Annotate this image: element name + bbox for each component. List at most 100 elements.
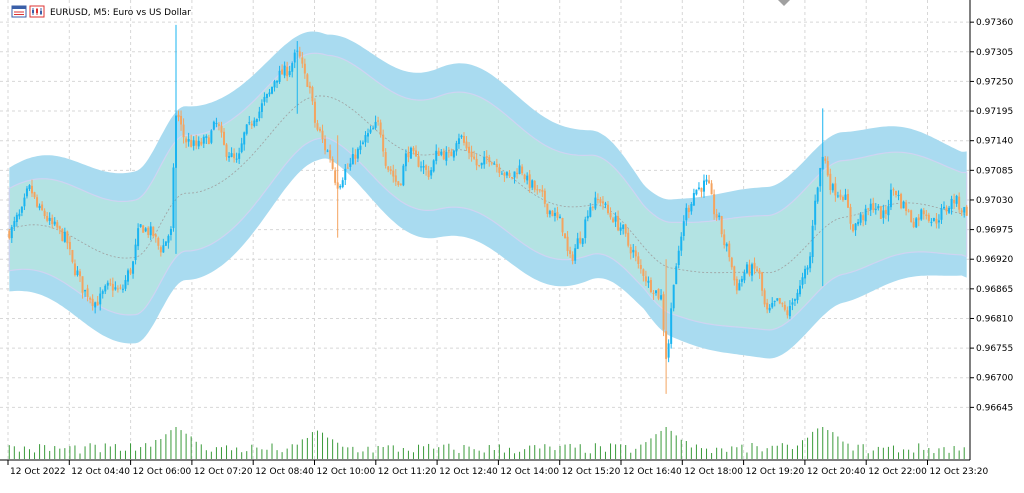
- candle-body: [670, 308, 673, 344]
- candle-body: [644, 276, 647, 282]
- candle-body: [579, 237, 582, 244]
- candle-body: [551, 210, 554, 217]
- candle-body: [478, 164, 481, 166]
- candle-body: [159, 247, 162, 253]
- candle-body: [783, 304, 786, 310]
- price-tick-label: 0.96755: [976, 344, 1013, 354]
- candle-body: [20, 206, 23, 213]
- candle-body: [387, 166, 390, 170]
- candle-body: [672, 284, 675, 309]
- candle-body: [915, 218, 918, 228]
- candle-body: [690, 204, 693, 212]
- candle-body: [76, 270, 79, 276]
- candle-body: [743, 272, 746, 281]
- candle-body: [25, 188, 28, 197]
- candle-body: [79, 271, 81, 277]
- candle-body: [531, 180, 534, 188]
- candle-body: [819, 168, 822, 187]
- candle-body: [283, 65, 286, 76]
- candle-body: [826, 161, 829, 176]
- candle-body: [473, 156, 476, 159]
- candle-body: [528, 174, 531, 189]
- candle-body: [192, 140, 195, 146]
- candle-body: [811, 225, 814, 258]
- candle-body: [149, 226, 152, 236]
- price-tick-label: 0.96975: [976, 226, 1013, 236]
- candle-body: [548, 210, 551, 215]
- candle-body: [703, 180, 705, 192]
- candle-body: [596, 199, 599, 201]
- candle-body: [639, 264, 642, 269]
- candle-body: [346, 167, 349, 169]
- candle-body: [756, 269, 759, 271]
- candle-body: [601, 201, 604, 204]
- candle-body: [776, 298, 779, 301]
- candle-body: [511, 177, 513, 179]
- candle-body: [142, 225, 145, 233]
- time-tick-label: 12 Oct 20:40: [807, 467, 866, 477]
- candle-body: [594, 197, 597, 209]
- candle-body: [460, 135, 463, 138]
- candle-body: [490, 162, 493, 164]
- time-tick-label: 12 Oct 11:20: [378, 467, 437, 477]
- candle-body: [258, 111, 261, 119]
- candle-body: [561, 217, 564, 233]
- candle-body: [553, 212, 556, 216]
- candle-body: [427, 170, 430, 178]
- candle-body: [238, 153, 241, 159]
- candle-body: [498, 167, 501, 173]
- time-tick-label: 12 Oct 10:00: [317, 467, 376, 477]
- candle-body: [121, 288, 124, 290]
- candle-body: [508, 172, 511, 177]
- candle-body: [409, 147, 412, 159]
- candle-body: [89, 297, 92, 300]
- candle-body: [773, 300, 776, 302]
- candle-body: [806, 267, 809, 270]
- candle-body: [101, 291, 104, 294]
- candle-body: [468, 146, 471, 154]
- time-tick-label: 12 Oct 04:40: [71, 467, 130, 477]
- chart-shift-marker: [778, 0, 790, 6]
- candle-body: [245, 124, 248, 134]
- candle-body: [58, 226, 61, 229]
- candle-body: [930, 221, 933, 223]
- candle-body: [349, 163, 352, 167]
- candle-body: [632, 249, 635, 253]
- candle-body: [824, 158, 827, 161]
- candle-body: [321, 130, 324, 140]
- candle-body: [94, 302, 97, 308]
- candle-body: [470, 151, 473, 158]
- candle-body: [296, 50, 299, 52]
- candle-body: [71, 249, 74, 262]
- candle-body: [849, 206, 852, 224]
- candle-body: [788, 306, 791, 317]
- candle-body: [847, 194, 849, 208]
- candle-body: [402, 165, 405, 186]
- candle-body: [301, 57, 304, 64]
- candle-body: [675, 266, 678, 285]
- candle-body: [485, 156, 488, 158]
- chart-type-icon[interactable]: [29, 5, 45, 18]
- chart-window-icon[interactable]: [11, 5, 27, 18]
- candle-body: [697, 187, 700, 190]
- candle-body: [435, 150, 438, 161]
- candle-body: [417, 156, 420, 167]
- candle-body: [725, 243, 728, 247]
- candle-body: [488, 157, 491, 163]
- time-tick-label: 12 Oct 18:00: [684, 467, 743, 477]
- candle-body: [872, 203, 875, 211]
- candle-body: [230, 153, 233, 157]
- candle-body: [28, 185, 31, 190]
- candle-body: [291, 63, 294, 72]
- time-axis: 12 Oct 2022 12 Oct 04:40 12 Oct 06:00 12 Oc…: [7, 460, 988, 477]
- candle-body: [389, 169, 392, 171]
- candle-body: [164, 241, 167, 246]
- candle-body: [745, 264, 748, 273]
- price-axis: 0.97360 0.97305 0.97250 0.97195 0.97140 0.970…: [970, 18, 1013, 413]
- candle-body: [132, 261, 135, 274]
- candle-body: [793, 299, 796, 301]
- candle-body: [361, 142, 364, 145]
- candle-body: [925, 214, 928, 216]
